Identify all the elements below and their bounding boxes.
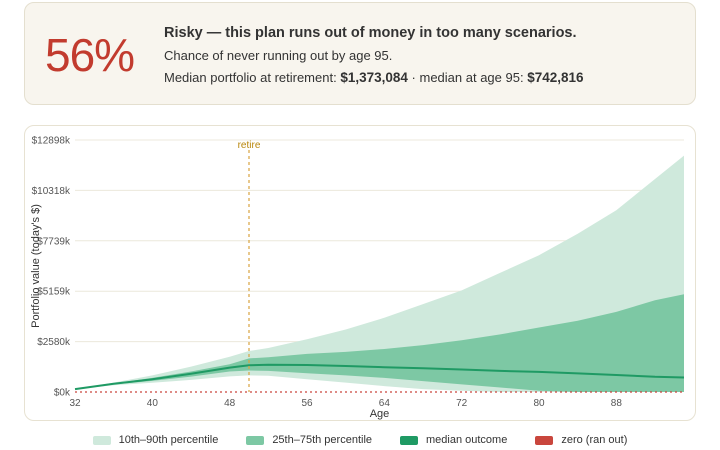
summary-card: 56% Risky — this plan runs out of money … <box>24 2 696 105</box>
median-summary: Median portfolio at retirement: $1,373,0… <box>164 70 584 85</box>
legend-item: zero (ran out) <box>535 434 627 446</box>
x-tick-label: 40 <box>147 398 159 409</box>
legend-swatch <box>535 435 554 445</box>
legend-swatch <box>92 435 111 445</box>
legend-item: median outcome <box>400 434 507 446</box>
legend-swatch <box>400 435 418 445</box>
y-tick-label: $12898k <box>32 136 71 147</box>
legend-label: 10th–90th percentile <box>118 434 219 446</box>
y-tick-label: $5159k <box>37 287 71 298</box>
median-retirement-label: Median portfolio at retirement: <box>164 70 337 85</box>
chart-card: $0k $2580k $5159k $7739k $10318k $12898k retir… <box>24 125 696 421</box>
median-separator: · <box>411 70 416 85</box>
y-tick-label: $7739k <box>37 236 71 247</box>
chart-legend: 10th–90th percentile 25th–75th percentile… <box>0 432 720 448</box>
x-tick-label: 80 <box>533 398 545 409</box>
legend-label: 25th–75th percentile <box>272 434 372 446</box>
legend-label: zero (ran out) <box>561 434 628 446</box>
median-line <box>74 363 685 391</box>
y-tick-label: $2580k <box>37 337 71 348</box>
median-95-value: $742,816 <box>527 70 584 85</box>
x-tick-label: 64 <box>379 398 391 409</box>
median-95-label: median at age 95: <box>419 70 524 85</box>
x-tick-label: 88 <box>611 398 623 409</box>
y-tick-label: $10318k <box>32 186 71 197</box>
x-tick-label: 56 <box>301 398 313 409</box>
x-axis-title: Age <box>370 408 390 420</box>
portfolio-chart: $0k $2580k $5159k $7739k $10318k $12898k retir… <box>30 136 685 420</box>
verdict-text: Risky — this plan runs out of money in t… <box>164 25 577 41</box>
legend-swatch <box>246 435 265 445</box>
y-tick-label: $0k <box>54 388 71 399</box>
median-retirement-value: $1,373,084 <box>340 70 408 85</box>
legend-item: 25th–75th percentile <box>246 434 372 446</box>
retire-label: retire <box>238 140 261 151</box>
legend-label: median outcome <box>426 434 508 446</box>
x-tick-label: 48 <box>224 398 236 409</box>
x-tick-label: 72 <box>456 398 468 409</box>
x-tick-label: 32 <box>69 398 81 409</box>
y-axis-title: Portfolio value (today's $) <box>30 204 42 328</box>
legend-item: 10th–90th percentile <box>92 434 219 446</box>
chance-description: Chance of never running out by age 95. <box>164 48 393 63</box>
success-probability: 56% <box>45 29 135 81</box>
